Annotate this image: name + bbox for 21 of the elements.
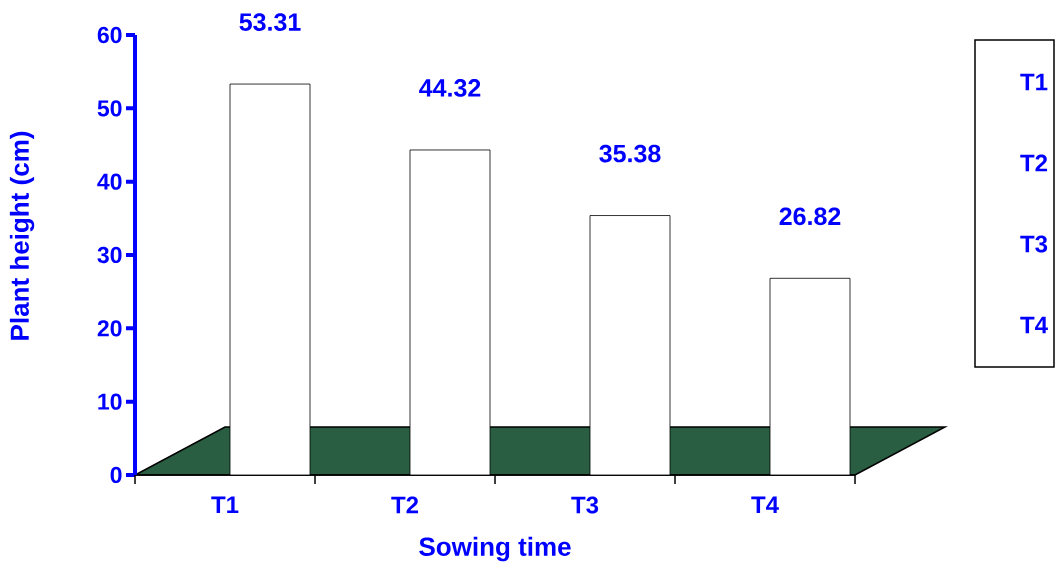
category-label: T1 (1020, 73, 1048, 91)
x-tick-label: T4 (751, 496, 779, 514)
y-tick-label: 10 (98, 393, 122, 410)
data-label: 35.38 (599, 144, 661, 163)
y-tick-label: 60 (97, 26, 122, 44)
y-tick-label: 0 (110, 466, 122, 484)
y-axis-title: Plant height (cm) (9, 131, 35, 340)
category-label: T3 (1020, 235, 1048, 253)
y-tick-label: 40 (97, 173, 122, 190)
data-label: 44.32 (419, 79, 481, 97)
category-label: T4 (1020, 316, 1048, 334)
x-tick-label: T1 (211, 496, 239, 514)
y-tick-label: 50 (97, 100, 122, 117)
y-tick-label: 20 (97, 320, 122, 337)
x-tick-label: T2 (391, 496, 419, 514)
x-axis-title: Sowing time (419, 536, 571, 562)
data-label: 26.82 (779, 207, 841, 226)
category-label: T2 (1020, 154, 1048, 172)
x-tick-label: T3 (571, 496, 599, 514)
y-tick-label: 30 (97, 246, 122, 264)
data-label: 53.31 (239, 13, 301, 31)
